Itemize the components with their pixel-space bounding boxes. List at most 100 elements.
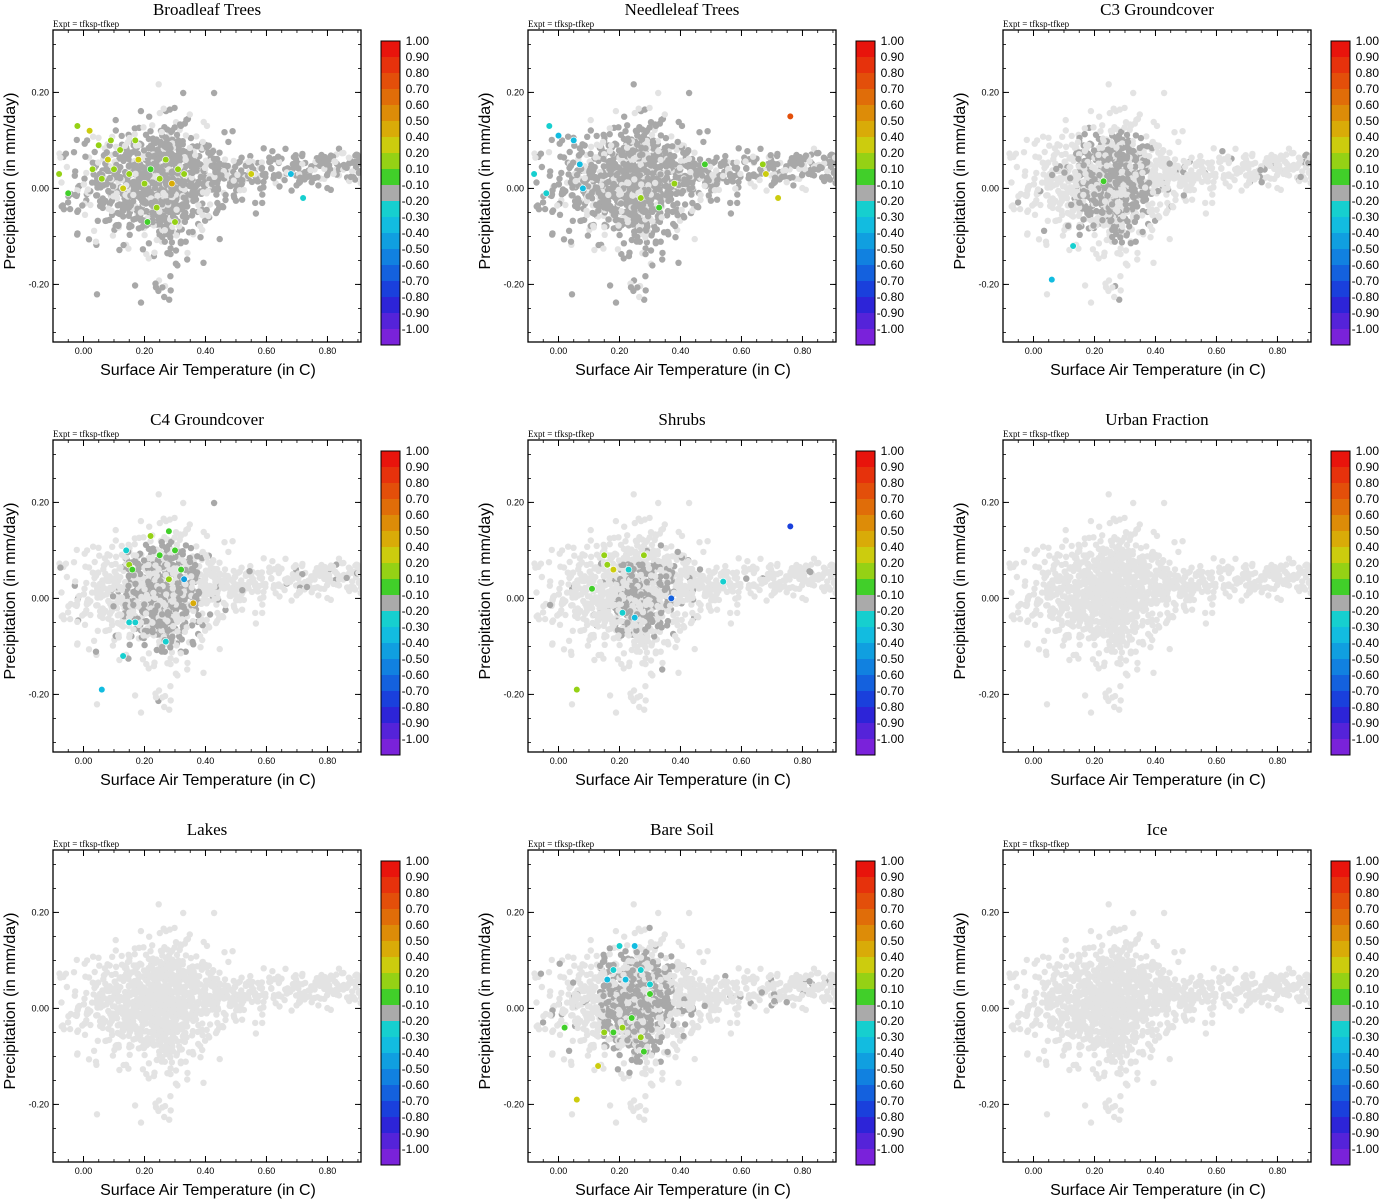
scatter-point (1202, 210, 1210, 217)
scatter-point (1097, 128, 1104, 135)
scatter-point (1039, 133, 1047, 140)
scatter-point (146, 113, 153, 120)
scatter-point (211, 185, 218, 193)
scatter-point (1120, 155, 1128, 162)
scatter-point (665, 197, 672, 205)
colorbar-swatch (1331, 137, 1350, 153)
scatter-point (275, 158, 283, 166)
scatter-point (182, 238, 189, 245)
scatter-point (150, 137, 157, 145)
scatter-point (1285, 145, 1293, 152)
scatter-point (151, 198, 159, 205)
scatter-point (663, 174, 670, 181)
scatter-point (145, 160, 152, 167)
scatter-point (131, 535, 138, 542)
scatter-point (161, 293, 168, 301)
scatter-point (601, 231, 608, 238)
scatter-point (1164, 199, 1171, 207)
scatter-point (1208, 164, 1216, 172)
scatter-point (691, 235, 698, 243)
colorbar-label: 1.00 (1356, 34, 1380, 48)
scatter-point (1249, 150, 1256, 158)
scatter-point (222, 196, 229, 204)
colorbar-label: 0.40 (406, 130, 430, 144)
scatter-point (815, 149, 822, 157)
expt-label: Expt = tfksp-tfkep (528, 19, 595, 29)
colored-point (147, 165, 155, 173)
scatter-point (152, 284, 160, 291)
colored-point (570, 136, 578, 144)
scatter-point (146, 171, 153, 179)
colorbar-swatch (856, 217, 875, 233)
scatter-point (1123, 206, 1130, 213)
colored-point (1048, 276, 1056, 284)
scatter-point (1119, 223, 1126, 230)
scatter-point (1065, 222, 1072, 230)
scatter-point (1012, 150, 1020, 157)
scatter-point (539, 199, 547, 206)
scatter-point (1121, 104, 1128, 112)
scatter-point (767, 152, 774, 159)
scatter-point (1258, 179, 1265, 186)
colored-point (64, 189, 72, 197)
scatter-point (314, 174, 321, 181)
scatter-point (533, 179, 540, 186)
scatter-point (735, 178, 742, 186)
scatter-point (647, 247, 655, 254)
scatter-point (1045, 134, 1052, 141)
scatter-point (1092, 131, 1100, 138)
scatter-point (179, 206, 186, 213)
scatter-point (584, 133, 591, 140)
scatter-point (195, 612, 202, 619)
colorbar-label: 0.20 (881, 146, 905, 160)
scatter-point (663, 212, 671, 219)
scatter-point (200, 259, 207, 266)
scatter-point (95, 544, 102, 551)
scatter-point (666, 192, 674, 199)
scatter-point (150, 179, 157, 187)
scatter-point (1031, 140, 1038, 147)
colorbar-swatch (1331, 281, 1350, 297)
scatter-point (142, 541, 150, 548)
colorbar-label: -0.60 (402, 258, 430, 272)
scatter-point (330, 170, 337, 178)
scatter-point (1114, 207, 1121, 215)
scatter-point (674, 189, 682, 196)
scatter-point (677, 157, 685, 164)
colored-point (88, 165, 97, 173)
scatter-point (335, 145, 343, 152)
scatter-point (566, 148, 573, 156)
scatter-point (1029, 202, 1036, 209)
y-tick-label: 0.20 (506, 87, 524, 97)
scatter-point (1273, 172, 1281, 179)
scatter-point (182, 156, 189, 164)
scatter-point (1023, 136, 1030, 144)
scatter-point (1041, 148, 1048, 156)
scatter-point (789, 174, 796, 181)
plot-frame (1002, 29, 1312, 343)
scatter-point (315, 182, 322, 189)
scatter-point (92, 238, 100, 245)
scatter-point (93, 291, 101, 298)
scatter-point (1166, 235, 1173, 243)
scatter-point (574, 204, 581, 212)
scatter-point (537, 150, 545, 157)
scatter-point (548, 136, 555, 144)
scatter-point (81, 211, 89, 218)
colorbar-swatch (856, 297, 875, 313)
scatter-point (624, 122, 631, 129)
scatter-point (593, 201, 600, 208)
scatter-point (1031, 175, 1038, 182)
scatter-point (1114, 199, 1122, 206)
scatter-point (125, 163, 132, 170)
scatter-point (168, 239, 176, 246)
scatter-point (774, 150, 781, 158)
scatter-point (617, 200, 625, 207)
scatter-point (1145, 202, 1152, 209)
scatter-point (74, 208, 81, 215)
scatter-point (103, 627, 110, 634)
scatter-point (1172, 196, 1179, 204)
scatter-point (216, 559, 223, 566)
